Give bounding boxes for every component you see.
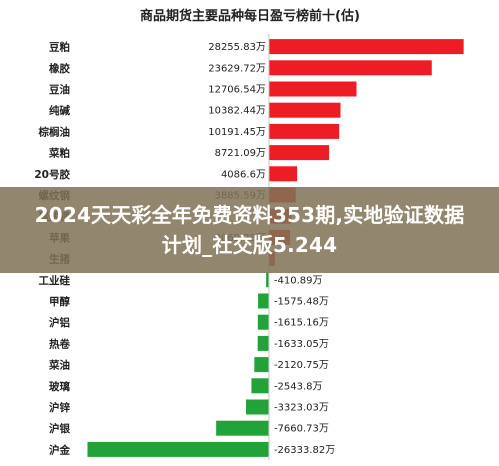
category-label: 橡胶 (49, 62, 70, 75)
bar (258, 293, 269, 309)
bar (268, 60, 432, 76)
category-label: 沪银 (49, 422, 70, 435)
bar (251, 378, 269, 394)
value-label: -410.89万 (274, 275, 323, 286)
bar (87, 441, 269, 457)
value-label: 10382.44万 (208, 106, 266, 117)
category-label: 豆粕 (49, 41, 70, 54)
category-label: 20号胶 (34, 168, 70, 181)
category-label: 豆油 (49, 83, 70, 96)
category-label: 工业硅 (39, 274, 71, 287)
value-label: 8721.09万 (215, 148, 266, 159)
bar (268, 39, 464, 55)
category-label: 玻璃 (49, 380, 70, 393)
bar (257, 314, 269, 330)
value-label: -1633.05万 (274, 339, 329, 350)
value-label: 10191.45万 (208, 127, 266, 138)
bar (268, 145, 330, 161)
category-label: 沪金 (49, 443, 70, 456)
category-label: 沪锌 (49, 401, 70, 414)
value-label: 4086.6万 (221, 169, 266, 180)
bar (268, 102, 341, 118)
bar (257, 335, 269, 351)
overlay-banner[interactable]: 2024天天彩全年免费资料353期,实地验证数据计划_社交版5.244 (0, 187, 499, 273)
bar (268, 166, 298, 182)
bar (254, 357, 269, 373)
value-label: -2543.8万 (274, 381, 323, 392)
value-label: 12706.54万 (208, 85, 266, 96)
bar (216, 420, 269, 436)
value-label: 23629.72万 (208, 63, 266, 74)
category-label: 甲醇 (49, 295, 70, 308)
bar (246, 399, 269, 415)
category-label: 菜油 (48, 359, 70, 372)
bar (266, 272, 269, 288)
bar (268, 123, 340, 139)
value-label: -7660.73万 (274, 424, 329, 435)
value-label: -1615.16万 (274, 318, 329, 329)
category-label: 纯碱 (49, 104, 70, 117)
bar (268, 81, 357, 97)
chart-title: 商品期货主要品种每日盈亏榜前十(估) (140, 8, 360, 24)
category-label: 热卷 (49, 337, 70, 350)
value-label: 28255.83万 (208, 42, 266, 53)
value-label: -3323.03万 (274, 403, 329, 414)
banner-headline[interactable]: 2024天天彩全年免费资料353期,实地验证数据计划_社交版5.244 (34, 203, 465, 257)
category-label: 沪铝 (49, 316, 70, 329)
category-label: 菜粕 (48, 147, 70, 160)
value-label: -26333.82万 (274, 445, 335, 456)
value-label: -2120.75万 (274, 360, 329, 371)
category-label: 棕榈油 (38, 125, 71, 138)
value-label: -1575.48万 (274, 297, 329, 308)
